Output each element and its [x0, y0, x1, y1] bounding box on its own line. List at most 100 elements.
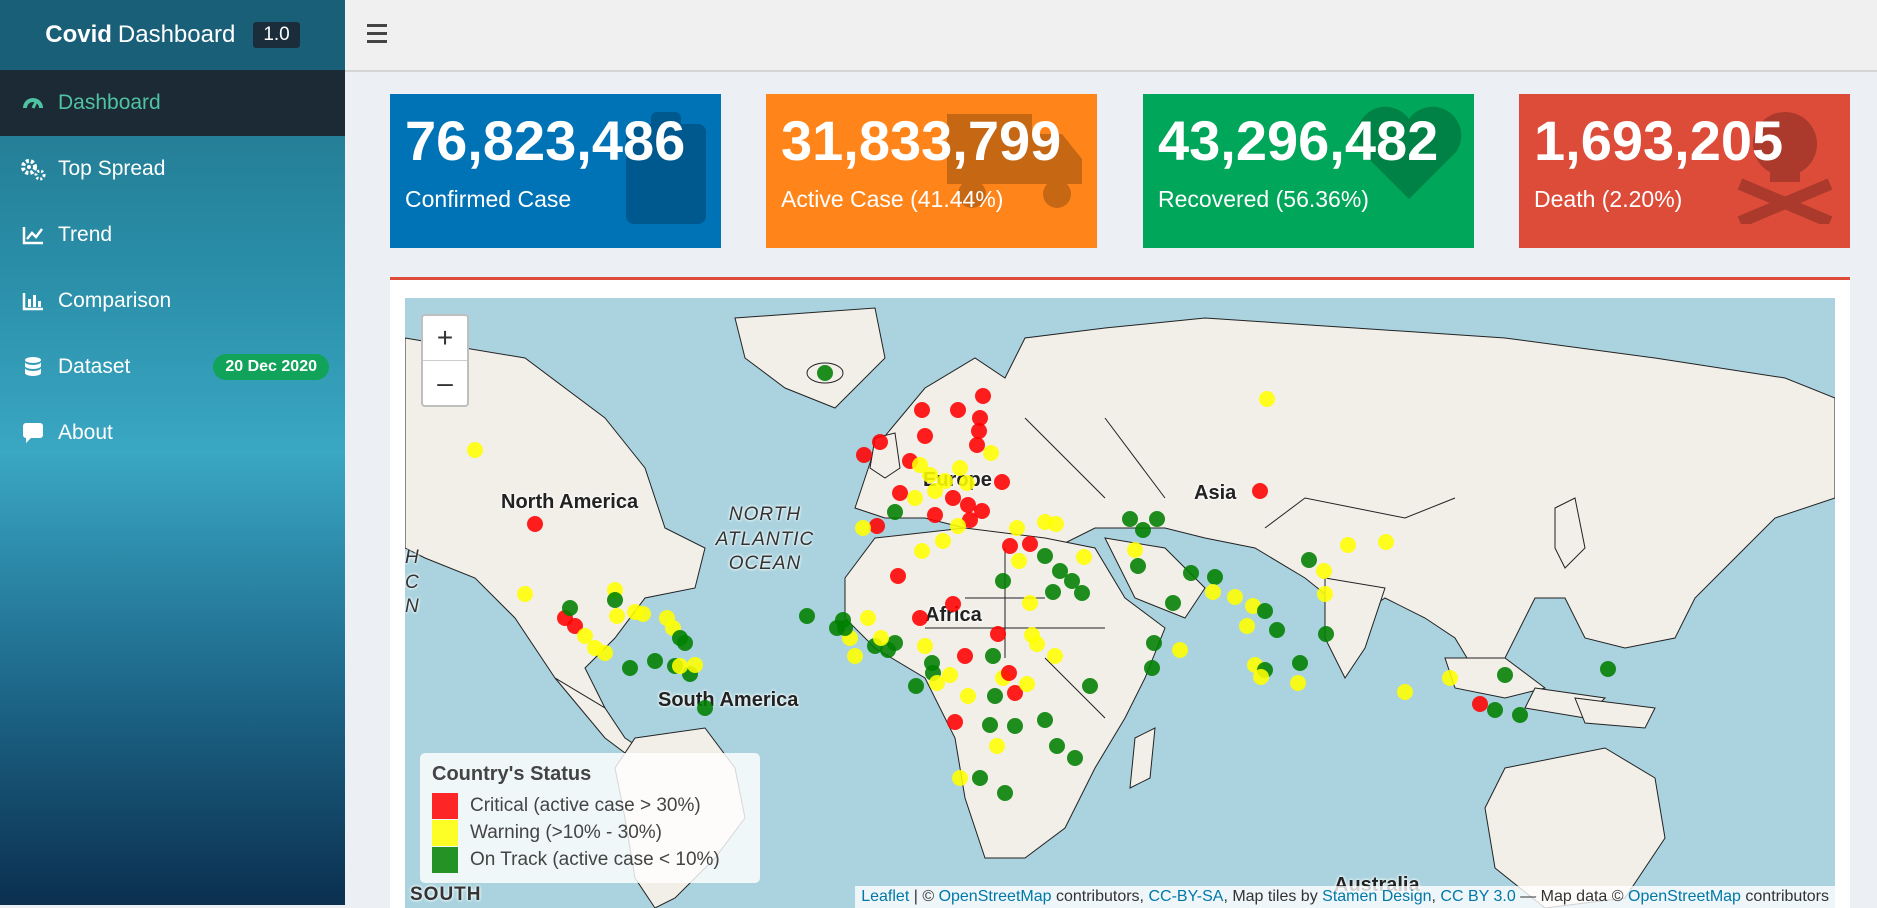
country-marker[interactable] — [908, 678, 924, 694]
country-marker[interactable] — [982, 717, 998, 733]
country-marker[interactable] — [1048, 516, 1064, 532]
country-marker[interactable] — [1007, 718, 1023, 734]
country-marker[interactable] — [597, 645, 613, 661]
country-marker[interactable] — [1269, 622, 1285, 638]
country-marker[interactable] — [687, 657, 703, 673]
country-marker[interactable] — [1378, 534, 1394, 550]
country-marker[interactable] — [1144, 660, 1160, 676]
country-marker[interactable] — [1259, 391, 1275, 407]
country-marker[interactable] — [935, 533, 951, 549]
country-marker[interactable] — [937, 473, 953, 489]
country-marker[interactable] — [1037, 548, 1053, 564]
country-marker[interactable] — [922, 467, 938, 483]
country-marker[interactable] — [672, 658, 688, 674]
country-marker[interactable] — [1292, 655, 1308, 671]
cc-by-sa-link[interactable]: CC-BY-SA — [1148, 888, 1224, 905]
country-marker[interactable] — [1002, 538, 1018, 554]
country-marker[interactable] — [697, 700, 713, 716]
country-marker[interactable] — [994, 474, 1010, 490]
country-marker[interactable] — [987, 688, 1003, 704]
country-marker[interactable] — [647, 653, 663, 669]
country-marker[interactable] — [917, 638, 933, 654]
country-marker[interactable] — [869, 518, 885, 534]
country-marker[interactable] — [1340, 537, 1356, 553]
country-marker[interactable] — [912, 457, 928, 473]
country-marker[interactable] — [527, 516, 543, 532]
country-marker[interactable] — [467, 442, 483, 458]
country-marker[interactable] — [677, 635, 693, 651]
country-marker[interactable] — [969, 437, 985, 453]
country-marker[interactable] — [914, 402, 930, 418]
country-marker[interactable] — [995, 573, 1011, 589]
country-marker[interactable] — [1045, 584, 1061, 600]
country-marker[interactable] — [914, 543, 930, 559]
country-marker[interactable] — [817, 365, 833, 381]
country-marker[interactable] — [856, 447, 872, 463]
country-marker[interactable] — [989, 738, 1005, 754]
country-marker[interactable] — [1442, 670, 1458, 686]
country-marker[interactable] — [972, 770, 988, 786]
country-marker[interactable] — [942, 667, 958, 683]
country-marker[interactable] — [1165, 595, 1181, 611]
country-marker[interactable] — [1316, 563, 1332, 579]
country-marker[interactable] — [1022, 536, 1038, 552]
country-marker[interactable] — [1245, 598, 1261, 614]
country-marker[interactable] — [635, 606, 651, 622]
country-marker[interactable] — [1127, 542, 1143, 558]
country-marker[interactable] — [873, 630, 889, 646]
sidebar-toggle-icon[interactable] — [367, 24, 387, 44]
country-marker[interactable] — [985, 648, 1001, 664]
country-marker[interactable] — [917, 428, 933, 444]
sidebar-item-dashboard[interactable]: Dashboard — [0, 70, 345, 136]
country-marker[interactable] — [847, 648, 863, 664]
country-marker[interactable] — [960, 497, 976, 513]
zoom-in-button[interactable]: + — [436, 322, 454, 353]
country-marker[interactable] — [957, 648, 973, 664]
country-marker[interactable] — [1253, 669, 1269, 685]
country-marker[interactable] — [607, 592, 623, 608]
country-marker[interactable] — [974, 503, 990, 519]
country-marker[interactable] — [562, 600, 578, 616]
country-marker[interactable] — [1600, 661, 1616, 677]
country-marker[interactable] — [1130, 558, 1146, 574]
country-marker[interactable] — [971, 423, 987, 439]
zoom-out-button[interactable]: – — [423, 360, 467, 405]
country-marker[interactable] — [912, 610, 928, 626]
country-marker[interactable] — [890, 568, 906, 584]
sidebar-item-trend[interactable]: Trend — [0, 202, 345, 268]
country-marker[interactable] — [1011, 553, 1027, 569]
country-marker[interactable] — [960, 688, 976, 704]
country-marker[interactable] — [1146, 635, 1162, 651]
country-marker[interactable] — [1239, 618, 1255, 634]
country-marker[interactable] — [1037, 712, 1053, 728]
country-marker[interactable] — [1487, 702, 1503, 718]
country-marker[interactable] — [950, 518, 966, 534]
country-marker[interactable] — [975, 388, 991, 404]
country-marker[interactable] — [1135, 522, 1151, 538]
country-marker[interactable] — [1064, 573, 1080, 589]
country-marker[interactable] — [1257, 603, 1273, 619]
country-marker[interactable] — [1149, 511, 1165, 527]
country-marker[interactable] — [990, 626, 1006, 642]
country-marker[interactable] — [1205, 584, 1221, 600]
country-marker[interactable] — [927, 483, 943, 499]
country-marker[interactable] — [927, 507, 943, 523]
country-marker[interactable] — [1047, 648, 1063, 664]
country-marker[interactable] — [947, 714, 963, 730]
country-marker[interactable] — [950, 402, 966, 418]
country-marker[interactable] — [1183, 565, 1199, 581]
country-marker[interactable] — [1022, 595, 1038, 611]
country-marker[interactable] — [952, 770, 968, 786]
country-marker[interactable] — [1001, 665, 1017, 681]
sidebar-item-dataset[interactable]: Dataset 20 Dec 2020 — [0, 334, 345, 400]
country-marker[interactable] — [567, 618, 583, 634]
country-marker[interactable] — [860, 610, 876, 626]
country-marker[interactable] — [1207, 569, 1223, 585]
country-marker[interactable] — [962, 512, 978, 528]
country-marker[interactable] — [517, 586, 533, 602]
country-marker[interactable] — [1019, 676, 1035, 692]
country-marker[interactable] — [1172, 642, 1188, 658]
country-marker[interactable] — [1252, 483, 1268, 499]
country-marker[interactable] — [997, 785, 1013, 801]
country-marker[interactable] — [872, 434, 888, 450]
